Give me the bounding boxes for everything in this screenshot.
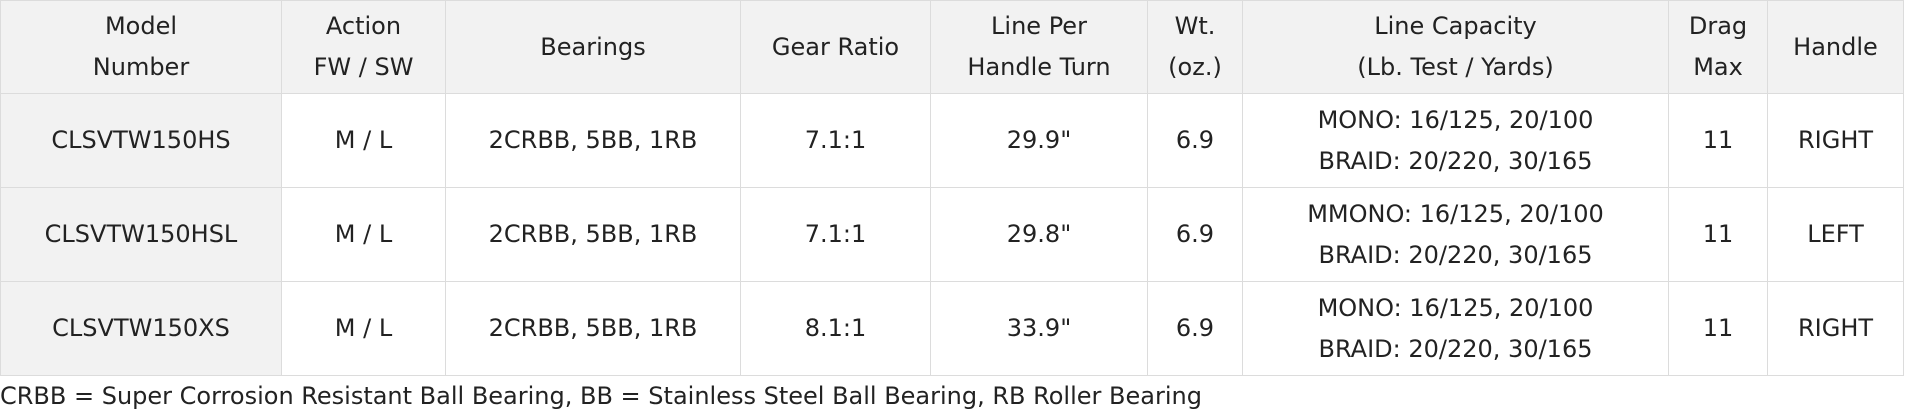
table-cell: 33.9" (930, 281, 1148, 376)
table-cell: 7.1:1 (740, 187, 931, 282)
model-cell: CLSVTW150HSL (0, 187, 282, 282)
table-cell: LEFT (1767, 187, 1904, 282)
cell-line: LEFT (1807, 220, 1864, 248)
cell-line: FW / SW (313, 53, 414, 81)
table-cell: 2CRBB, 5BB, 1RB (445, 281, 741, 376)
cell-line: 2CRBB, 5BB, 1RB (488, 220, 698, 248)
table-cell: 7.1:1 (740, 93, 931, 188)
cell-line: 6.9 (1175, 126, 1215, 154)
header-cell: Bearings (445, 0, 741, 94)
table-cell: 8.1:1 (740, 281, 931, 376)
cell-line: 6.9 (1175, 314, 1215, 342)
cell-line: 2CRBB, 5BB, 1RB (488, 314, 698, 342)
header-cell: Line Per Handle Turn (930, 0, 1148, 94)
cell-line: Drag (1688, 12, 1748, 40)
cell-line: MMONO: 16/125, 20/100 (1307, 199, 1604, 228)
table-cell: MONO: 16/125, 20/100 BRAID: 20/220, 30/16… (1242, 281, 1669, 376)
cell-line: 29.9" (1006, 126, 1072, 154)
cell-line: M / L (334, 314, 393, 342)
table-cell: 6.9 (1147, 281, 1243, 376)
table-cell: MMONO: 16/125, 20/100 BRAID: 20/220, 30/1… (1242, 187, 1669, 282)
cell-line: 7.1:1 (804, 126, 867, 154)
cell-line: 8.1:1 (804, 314, 867, 342)
cell-line: BRAID: 20/220, 30/165 (1318, 146, 1593, 175)
table-cell: M / L (281, 187, 446, 282)
table-cell: 6.9 (1147, 93, 1243, 188)
cell-line: Number (92, 53, 190, 81)
table-row: CLSVTW150HSL M / L 2CRBB, 5BB, 1RB 7.1:1 29.… (0, 187, 1904, 282)
cell-line: BRAID: 20/220, 30/165 (1318, 240, 1593, 269)
cell-line: Max (1693, 53, 1743, 81)
cell-line: BRAID: 20/220, 30/165 (1318, 334, 1593, 363)
header-cell: Line Capacity (Lb. Test / Yards) (1242, 0, 1669, 94)
model-cell: CLSVTW150HS (0, 93, 282, 188)
header-cell: Model Number (0, 0, 282, 94)
table-cell: M / L (281, 281, 446, 376)
table-body: CLSVTW150HS M / L 2CRBB, 5BB, 1RB 7.1:1 29.9… (0, 93, 1904, 376)
table-row: CLSVTW150HS M / L 2CRBB, 5BB, 1RB 7.1:1 29.9… (0, 93, 1904, 188)
cell-line: M / L (334, 220, 393, 248)
table-cell: 29.9" (930, 93, 1148, 188)
table-cell: 2CRBB, 5BB, 1RB (445, 93, 741, 188)
cell-line: 7.1:1 (804, 220, 867, 248)
table-cell: 6.9 (1147, 187, 1243, 282)
cell-line: 11 (1702, 314, 1734, 342)
cell-line: Wt. (1174, 12, 1216, 40)
cell-line: M / L (334, 126, 393, 154)
header-cell: Gear Ratio (740, 0, 931, 94)
cell-line: 2CRBB, 5BB, 1RB (488, 126, 698, 154)
cell-line: 33.9" (1006, 314, 1072, 342)
cell-line: MONO: 16/125, 20/100 (1317, 105, 1594, 134)
spec-table: Model Number Action FW / SW Bearings Gear Rat… (0, 0, 1904, 376)
header-cell: Drag Max (1668, 0, 1768, 94)
header-cell: Wt. (oz.) (1147, 0, 1243, 94)
table-cell: 11 (1668, 187, 1768, 282)
cell-line: 29.8" (1006, 220, 1072, 248)
table-cell: RIGHT (1767, 93, 1904, 188)
table-cell: RIGHT (1767, 281, 1904, 376)
cell-line: Line Per (991, 12, 1087, 40)
cell-line: Action (325, 12, 402, 40)
cell-line: Line Capacity (1374, 12, 1537, 40)
cell-line: RIGHT (1797, 126, 1874, 154)
cell-line: MONO: 16/125, 20/100 (1317, 293, 1594, 322)
cell-line: CLSVTW150HS (51, 126, 231, 154)
cell-line: CLSVTW150XS (52, 314, 230, 342)
table-cell: 29.8" (930, 187, 1148, 282)
cell-line: CLSVTW150HSL (44, 220, 238, 248)
cell-line: 6.9 (1175, 220, 1215, 248)
header-row: Model Number Action FW / SW Bearings Gear Rat… (0, 0, 1904, 94)
footnote: CRBB = Super Corrosion Resistant Ball Be… (0, 382, 1202, 410)
cell-line: (Lb. Test / Yards) (1357, 53, 1554, 81)
cell-line: Model (104, 12, 178, 40)
table-cell: M / L (281, 93, 446, 188)
table-row: CLSVTW150XS M / L 2CRBB, 5BB, 1RB 8.1:1 33.9… (0, 281, 1904, 376)
cell-line: 11 (1702, 126, 1734, 154)
cell-line: (oz.) (1168, 53, 1222, 81)
table-cell: 11 (1668, 93, 1768, 188)
table-cell: 2CRBB, 5BB, 1RB (445, 187, 741, 282)
cell-line: RIGHT (1797, 314, 1874, 342)
header-cell: Action FW / SW (281, 0, 446, 94)
table-cell: 11 (1668, 281, 1768, 376)
table-cell: MONO: 16/125, 20/100 BRAID: 20/220, 30/16… (1242, 93, 1669, 188)
header-cell: Handle (1767, 0, 1904, 94)
cell-line: Gear Ratio (771, 32, 900, 61)
cell-line: Handle Turn (967, 53, 1111, 81)
cell-line: Handle (1793, 32, 1878, 61)
cell-line: 11 (1702, 220, 1734, 248)
cell-line: Bearings (540, 32, 646, 61)
model-cell: CLSVTW150XS (0, 281, 282, 376)
